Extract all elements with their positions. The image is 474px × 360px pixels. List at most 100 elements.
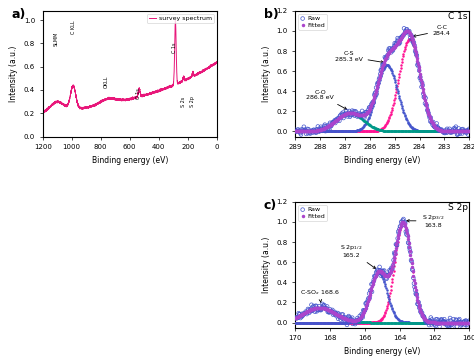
Raw xyxy=(295,128,302,134)
Raw xyxy=(358,311,365,317)
Raw xyxy=(412,291,419,297)
Raw xyxy=(403,26,411,32)
Raw xyxy=(298,129,306,134)
Raw xyxy=(397,224,404,229)
Raw xyxy=(458,321,465,327)
Raw xyxy=(453,317,460,323)
Fitted xyxy=(362,112,368,117)
Raw xyxy=(310,307,317,312)
Raw xyxy=(427,118,434,124)
Raw xyxy=(414,62,421,68)
Raw xyxy=(373,269,381,274)
Raw xyxy=(427,315,435,320)
Raw xyxy=(344,317,351,323)
Fitted xyxy=(308,307,314,312)
Raw xyxy=(463,130,470,136)
Raw xyxy=(352,108,359,114)
Raw xyxy=(373,91,381,97)
Raw xyxy=(436,126,443,132)
Raw xyxy=(303,311,310,317)
Raw xyxy=(356,316,363,322)
Text: b): b) xyxy=(264,8,279,21)
Raw xyxy=(368,102,376,108)
Raw xyxy=(420,314,428,319)
Raw xyxy=(422,102,430,108)
Raw xyxy=(296,129,303,135)
Fitted xyxy=(308,129,314,133)
Raw xyxy=(402,231,410,237)
Raw xyxy=(450,316,457,322)
Raw xyxy=(447,318,455,323)
Raw xyxy=(404,233,411,238)
Raw xyxy=(420,94,428,100)
Raw xyxy=(447,322,455,328)
Raw xyxy=(460,319,468,325)
Raw xyxy=(349,321,356,327)
Raw xyxy=(341,316,349,322)
Raw xyxy=(438,317,445,323)
Raw xyxy=(399,217,407,223)
Raw xyxy=(403,228,411,234)
Raw xyxy=(432,125,439,130)
Raw xyxy=(377,67,385,73)
Raw xyxy=(386,267,393,273)
Raw xyxy=(380,62,387,67)
Raw xyxy=(358,112,365,118)
Raw xyxy=(396,224,404,229)
Raw xyxy=(337,317,344,323)
Raw xyxy=(414,301,422,307)
Raw xyxy=(336,314,344,320)
Raw xyxy=(401,219,409,225)
Line: Fitted: Fitted xyxy=(293,220,471,324)
Raw xyxy=(418,311,425,316)
Raw xyxy=(452,317,460,323)
Raw xyxy=(420,94,428,99)
Raw xyxy=(463,319,470,324)
Raw xyxy=(301,127,309,132)
Text: C-SO$_x$ 168.6: C-SO$_x$ 168.6 xyxy=(300,288,339,303)
Raw xyxy=(394,37,402,42)
Raw xyxy=(317,307,325,313)
Raw xyxy=(451,125,458,131)
Raw xyxy=(347,110,355,116)
Raw xyxy=(397,35,404,41)
Raw xyxy=(464,129,471,134)
Raw xyxy=(331,120,339,126)
Raw xyxy=(393,242,401,248)
Raw xyxy=(372,273,379,279)
Text: O 1s: O 1s xyxy=(136,89,141,99)
Raw xyxy=(305,307,312,312)
Raw xyxy=(308,302,315,308)
Raw xyxy=(365,291,373,296)
Raw xyxy=(340,115,347,121)
Line: survey spectrum: survey spectrum xyxy=(43,20,217,113)
Text: C 1s: C 1s xyxy=(173,42,177,53)
Raw xyxy=(450,320,458,326)
Raw xyxy=(416,303,424,309)
Raw xyxy=(376,75,383,81)
Raw xyxy=(421,317,429,323)
Raw xyxy=(317,124,325,130)
Raw xyxy=(420,315,428,321)
Raw xyxy=(348,112,356,118)
Text: S 2p: S 2p xyxy=(190,96,195,107)
Raw xyxy=(323,126,331,132)
Raw xyxy=(446,126,453,132)
Raw xyxy=(345,313,353,319)
Raw xyxy=(411,48,419,54)
Raw xyxy=(436,324,443,329)
Raw xyxy=(381,268,388,274)
Raw xyxy=(322,306,330,312)
Raw xyxy=(459,126,466,132)
Raw xyxy=(330,310,337,316)
Raw xyxy=(360,308,368,314)
Raw xyxy=(368,281,375,287)
Raw xyxy=(452,320,459,326)
Raw xyxy=(330,118,338,124)
Raw xyxy=(422,320,430,325)
Raw xyxy=(427,318,434,324)
Raw xyxy=(340,314,348,320)
Raw xyxy=(456,316,463,322)
Raw xyxy=(452,124,460,130)
Raw xyxy=(443,130,450,136)
